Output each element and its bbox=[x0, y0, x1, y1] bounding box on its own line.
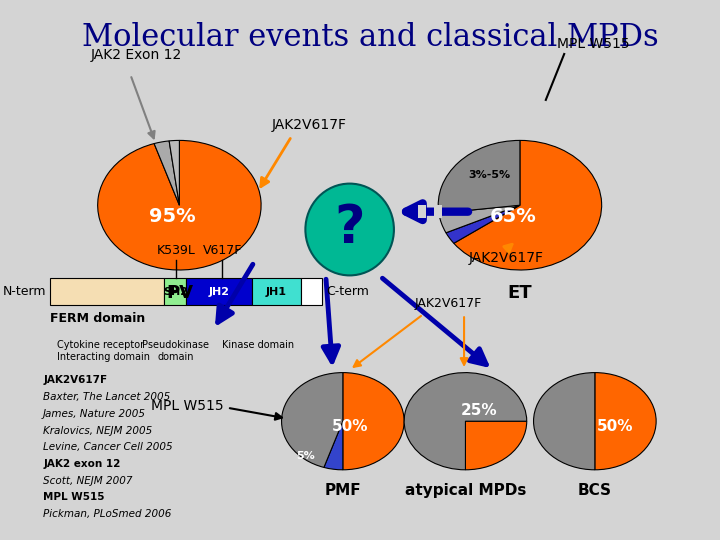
Text: Kralovics, NEJM 2005: Kralovics, NEJM 2005 bbox=[43, 426, 153, 436]
Wedge shape bbox=[98, 140, 261, 270]
Text: JAK2 Exon 12: JAK2 Exon 12 bbox=[91, 48, 182, 62]
Bar bbox=[301, 278, 323, 305]
Wedge shape bbox=[454, 140, 602, 270]
Wedge shape bbox=[595, 373, 656, 470]
Text: V617F: V617F bbox=[202, 244, 242, 256]
Wedge shape bbox=[446, 205, 520, 244]
Wedge shape bbox=[404, 373, 527, 470]
Text: Pickman, PLoSmed 2006: Pickman, PLoSmed 2006 bbox=[43, 509, 171, 519]
Text: JAK2V617F: JAK2V617F bbox=[469, 251, 544, 265]
Text: JAK2V617F: JAK2V617F bbox=[271, 118, 346, 132]
Text: 5%: 5% bbox=[296, 451, 315, 461]
Text: ET: ET bbox=[508, 284, 532, 301]
Text: MPL W515: MPL W515 bbox=[43, 492, 104, 503]
Text: Molecular events and classical MPDs: Molecular events and classical MPDs bbox=[81, 22, 659, 52]
Text: PMF: PMF bbox=[325, 483, 361, 498]
Bar bbox=[251, 278, 301, 305]
Bar bbox=[50, 278, 164, 305]
Text: Scott, NEJM 2007: Scott, NEJM 2007 bbox=[43, 476, 132, 486]
Text: ?: ? bbox=[334, 202, 365, 254]
Text: Kinase domain: Kinase domain bbox=[222, 340, 294, 350]
Ellipse shape bbox=[305, 184, 394, 275]
Wedge shape bbox=[465, 421, 527, 470]
Bar bbox=[164, 278, 186, 305]
Text: SH2: SH2 bbox=[163, 287, 188, 296]
Text: N-term: N-term bbox=[3, 285, 47, 298]
Text: JAK2V617F: JAK2V617F bbox=[43, 375, 107, 386]
Text: JH2: JH2 bbox=[208, 287, 230, 296]
Text: PV: PV bbox=[166, 284, 193, 301]
Wedge shape bbox=[169, 140, 179, 205]
Text: Levine, Cancer Cell 2005: Levine, Cancer Cell 2005 bbox=[43, 442, 173, 453]
Bar bbox=[186, 278, 251, 305]
Text: Pseudokinase
domain: Pseudokinase domain bbox=[143, 340, 210, 362]
Text: 3%-5%: 3%-5% bbox=[468, 171, 510, 180]
Text: atypical MPDs: atypical MPDs bbox=[405, 483, 526, 498]
Text: James, Nature 2005: James, Nature 2005 bbox=[43, 409, 146, 419]
Bar bbox=[434, 205, 442, 218]
Bar bbox=[418, 205, 426, 218]
Text: 65%: 65% bbox=[490, 206, 536, 226]
Text: 50%: 50% bbox=[597, 419, 634, 434]
Text: Cytokine receptor
Interacting domain: Cytokine receptor Interacting domain bbox=[57, 340, 150, 362]
Text: FERM domain: FERM domain bbox=[50, 312, 145, 325]
Wedge shape bbox=[154, 141, 179, 205]
Wedge shape bbox=[534, 373, 595, 470]
Wedge shape bbox=[343, 373, 404, 470]
Wedge shape bbox=[324, 421, 343, 470]
Text: JAK2V617F: JAK2V617F bbox=[414, 298, 482, 310]
Wedge shape bbox=[438, 205, 520, 233]
Text: 25%: 25% bbox=[461, 403, 498, 418]
Text: MPL W515: MPL W515 bbox=[557, 37, 630, 51]
Text: BCS: BCS bbox=[578, 483, 612, 498]
Text: 50%: 50% bbox=[331, 419, 368, 434]
Text: Baxter, The Lancet 2005: Baxter, The Lancet 2005 bbox=[43, 392, 171, 402]
Text: 95%: 95% bbox=[149, 206, 196, 226]
Text: JH1: JH1 bbox=[266, 287, 287, 296]
Text: MPL W515: MPL W515 bbox=[151, 399, 224, 413]
Wedge shape bbox=[282, 373, 343, 468]
Text: JAK2 exon 12: JAK2 exon 12 bbox=[43, 459, 120, 469]
Text: C-term: C-term bbox=[326, 285, 369, 298]
Text: K539L: K539L bbox=[156, 244, 195, 256]
Wedge shape bbox=[438, 140, 520, 213]
